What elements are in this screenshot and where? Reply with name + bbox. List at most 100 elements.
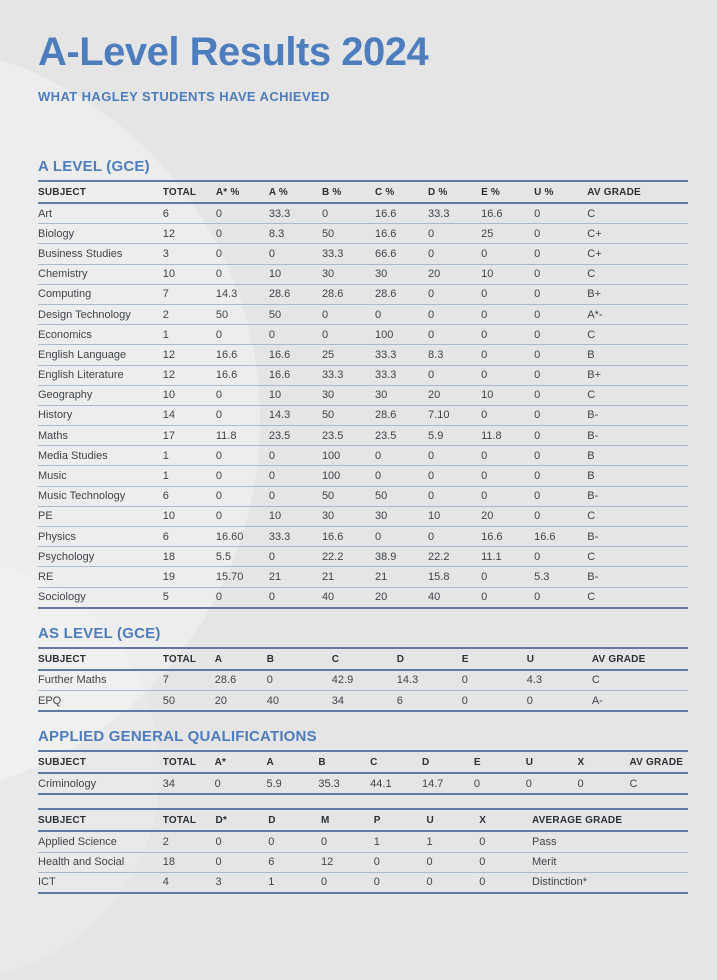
value-cell: 10 xyxy=(268,264,322,285)
value-cell: 20 xyxy=(374,591,388,604)
value-cell: 20 xyxy=(428,385,482,406)
value-cell: 33.3 xyxy=(321,243,375,265)
value-cell: 0 xyxy=(479,852,532,873)
value-cell: 10 xyxy=(428,506,482,528)
table-row: Chemistry 10 0 10 30 30 20 10 0 C xyxy=(38,264,688,285)
value-cell: 10 xyxy=(162,264,216,285)
value-cell: 0 xyxy=(534,223,588,245)
value-cell: 0 xyxy=(428,324,482,346)
column-header: B xyxy=(266,647,332,671)
value-cell: 12 xyxy=(162,223,216,245)
value-cell: 0 xyxy=(266,669,332,691)
column-header: TOTAL xyxy=(162,809,216,833)
value-cell: A- xyxy=(591,694,603,707)
subject-cell: English Literature xyxy=(38,365,163,386)
column-header: AVERAGE GRADE xyxy=(532,809,688,833)
table-row: RE 19 15.70 21 21 21 15.8 0 5.3 B- xyxy=(38,566,688,588)
table-row: History 14 0 14.3 50 28.6 7.10 0 0 B- xyxy=(38,405,688,427)
value-cell: Pass xyxy=(532,831,688,853)
value-cell: 0 xyxy=(321,831,374,853)
column-header: SUBJECT xyxy=(38,647,163,671)
value-cell: 0 xyxy=(215,203,269,225)
value-cell: 0 xyxy=(426,876,433,889)
value-cell: 0 xyxy=(526,694,533,707)
value-cell: 33.3 xyxy=(268,203,322,225)
value-cell: 0 xyxy=(481,344,535,366)
value-cell: 0 xyxy=(534,405,588,427)
value-cell: B- xyxy=(587,425,688,447)
value-cell: 6 xyxy=(162,526,216,548)
page-subtitle: WHAT HAGLEY STUDENTS HAVE ACHIEVED xyxy=(38,89,330,104)
value-cell: 20 xyxy=(481,506,535,528)
subject-cell: Economics xyxy=(38,324,163,346)
table-row: Applied Science 2 0 0 0 1 1 0 Pass xyxy=(38,831,688,853)
column-header: B xyxy=(318,751,371,775)
value-cell: 10 xyxy=(162,506,216,528)
value-cell: 11.8 xyxy=(481,425,535,447)
value-cell: C xyxy=(587,506,688,528)
value-cell: 0 xyxy=(215,405,269,427)
value-cell: 0 xyxy=(481,365,535,386)
column-header: U xyxy=(426,809,480,833)
value-cell: 66.6 xyxy=(374,243,429,265)
table-row: English Literature 12 16.6 16.6 33.3 33.3 0 0 0 B… xyxy=(38,365,688,386)
value-cell: B- xyxy=(587,486,688,507)
value-cell: 28.6 xyxy=(374,405,429,427)
value-cell: 40 xyxy=(266,694,280,707)
value-cell: B+ xyxy=(587,365,688,386)
value-cell: 0 xyxy=(268,324,322,346)
table-row: Physics 6 16.60 33.3 16.6 0 0 16.6 16.6 B- xyxy=(38,526,688,548)
value-cell: B xyxy=(587,465,688,487)
value-cell: 14.3 xyxy=(215,284,269,305)
value-cell: 6 xyxy=(396,694,403,707)
value-cell: 0 xyxy=(481,405,535,427)
column-header: SUBJECT xyxy=(38,751,163,775)
value-cell: 25 xyxy=(321,344,375,366)
table-row: Computing 7 14.3 28.6 28.6 28.6 0 0 0 B+ xyxy=(38,284,688,305)
value-cell: 0 xyxy=(373,852,427,873)
value-cell: 0 xyxy=(215,324,269,346)
value-cell: 28.6 xyxy=(374,284,429,305)
value-cell: 16.6 xyxy=(534,526,588,548)
value-cell: 100 xyxy=(321,445,375,467)
value-cell: 0 xyxy=(215,591,222,604)
value-cell: 21 xyxy=(321,566,375,588)
value-cell: 16.6 xyxy=(215,344,269,366)
value-cell: 16.6 xyxy=(374,203,429,225)
value-cell: 1 xyxy=(373,831,427,853)
subject-cell: Physics xyxy=(38,526,163,548)
value-cell: 14 xyxy=(162,405,216,427)
value-cell: C xyxy=(629,777,638,790)
value-cell: 0 xyxy=(481,284,535,305)
column-header: A xyxy=(266,751,319,775)
section-heading-applied-general: APPLIED GENERAL QUALIFICATIONS xyxy=(38,728,317,746)
value-cell: 30 xyxy=(374,385,429,406)
value-cell: 5 xyxy=(162,591,169,604)
value-cell: 0 xyxy=(534,425,588,447)
table-row: Music 1 0 0 100 0 0 0 0 B xyxy=(38,465,688,487)
value-cell: 16.6 xyxy=(481,203,535,225)
value-cell: 7 xyxy=(162,669,215,691)
value-cell: 0 xyxy=(461,669,527,691)
value-cell: 0 xyxy=(481,566,535,588)
value-cell: 0 xyxy=(534,284,588,305)
column-header: D xyxy=(396,647,462,671)
value-cell: 50 xyxy=(215,304,269,326)
value-cell: 0 xyxy=(215,264,269,285)
value-cell: 0 xyxy=(215,385,269,406)
subject-cell: History xyxy=(38,405,163,427)
value-cell: 33.3 xyxy=(374,344,429,366)
table-row: PE 10 0 10 30 30 10 20 0 C xyxy=(38,506,688,528)
subject-cell: ICT xyxy=(38,876,56,889)
value-cell: 50 xyxy=(321,223,375,245)
value-cell: 0 xyxy=(321,203,375,225)
value-cell: 0 xyxy=(268,465,322,487)
column-header: AV GRADE xyxy=(591,647,688,671)
table-row: Design Technology 2 50 50 0 0 0 0 0 A*- xyxy=(38,304,688,326)
value-cell: 0 xyxy=(321,324,375,346)
subject-cell: Further Maths xyxy=(38,669,163,691)
section-a-level-gce: A LEVEL (GCE) SUBJECT TOTAL A* % A % B % C % D… xyxy=(38,158,688,609)
value-cell: 6 xyxy=(162,486,216,507)
subject-cell: Sociology xyxy=(38,591,86,604)
table-row: Art 6 0 33.3 0 16.6 33.3 16.6 0 C xyxy=(38,203,688,225)
